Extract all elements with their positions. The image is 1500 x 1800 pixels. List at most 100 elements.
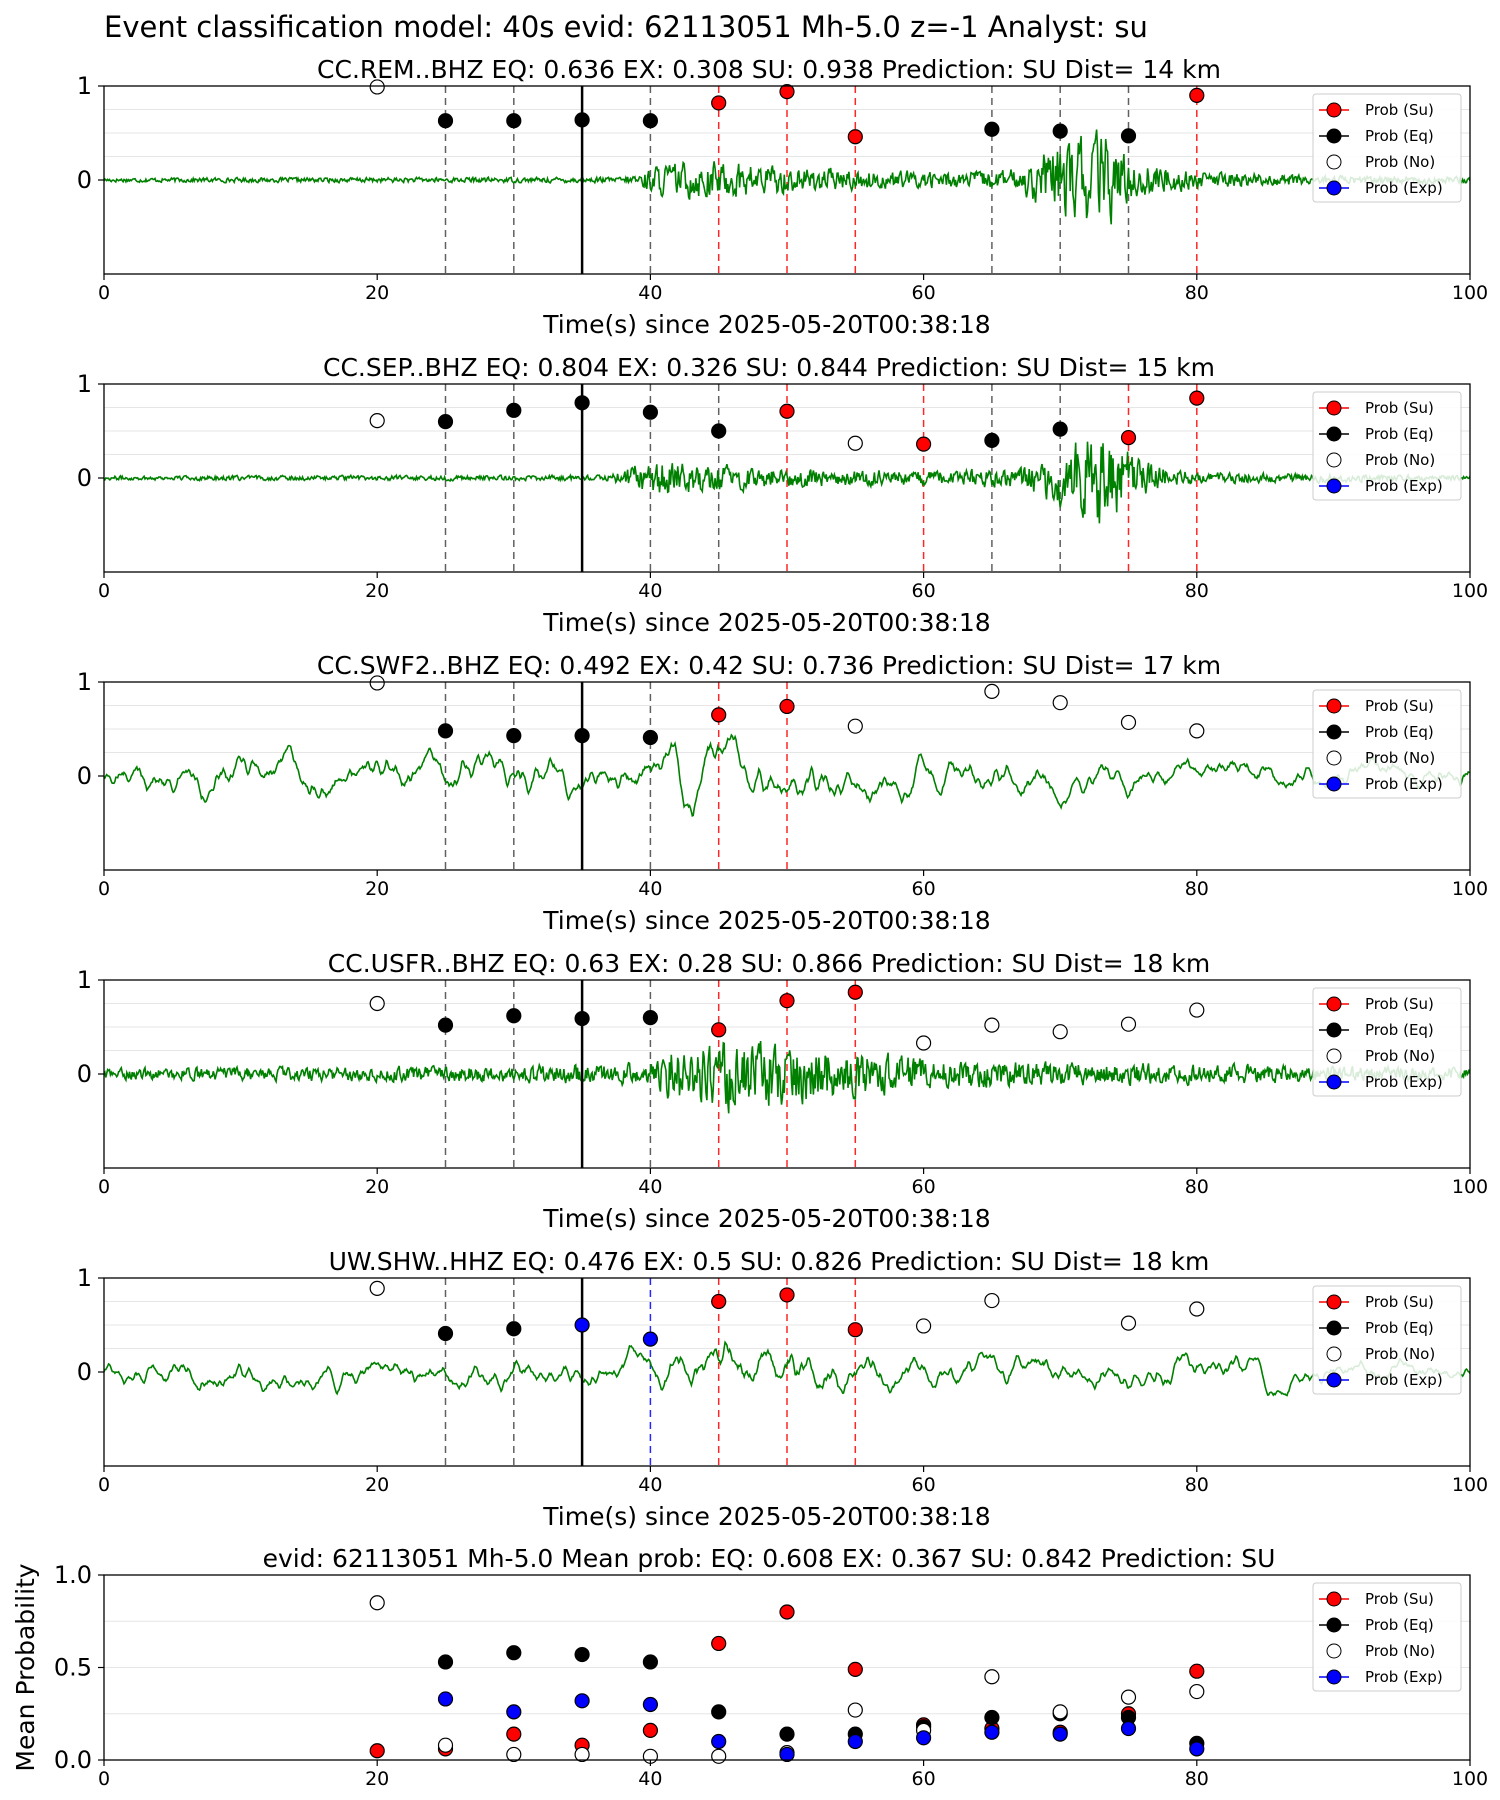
legend-marker xyxy=(1326,102,1342,118)
legend-label: Prob (Su) xyxy=(1365,697,1434,715)
data-point-su xyxy=(642,1722,659,1739)
legend-box xyxy=(1312,391,1462,501)
legend-label: Prob (Su) xyxy=(1365,399,1434,417)
legend-marker xyxy=(1326,478,1342,494)
legend-label: Prob (No) xyxy=(1365,1345,1435,1363)
x-tick-label: 60 xyxy=(912,1768,936,1790)
data-point-eq xyxy=(984,121,1000,137)
y-tick-label: 0 xyxy=(77,1060,92,1088)
x-tick-label: 80 xyxy=(1185,1176,1209,1198)
data-point-eq xyxy=(642,1654,659,1670)
x-tick-label: 100 xyxy=(1452,878,1488,900)
legend-box xyxy=(1312,1285,1462,1395)
chart-panel-2: 0 20 40 60 80 100 0 1 CC.SEP..BHZ EQ: 0.804 EX: … xyxy=(77,353,1488,637)
x-axis-label: Time(s) since 2025-05-20T00:38:18 xyxy=(542,608,990,637)
data-point-no xyxy=(369,1280,385,1296)
data-point-exp xyxy=(642,1696,659,1713)
legend-marker xyxy=(1326,128,1342,144)
panel-title: CC.SEP..BHZ EQ: 0.804 EX: 0.326 SU: 0.84… xyxy=(323,353,1215,382)
x-tick-label: 0 xyxy=(98,282,110,304)
data-point-no xyxy=(369,1595,385,1611)
x-tick-label: 0 xyxy=(98,1768,110,1790)
legend-marker xyxy=(1326,426,1342,442)
data-point-no xyxy=(984,1292,1000,1309)
y-tick-label: 0 xyxy=(77,762,92,790)
chart-panel-4: 0 20 40 60 80 100 0 1 CC.USFR..BHZ EQ: 0.63 EX: … xyxy=(77,949,1488,1233)
data-point-no xyxy=(369,413,385,429)
data-point-su xyxy=(369,1743,385,1759)
data-point-no xyxy=(1189,723,1205,739)
data-point-eq xyxy=(1052,421,1068,437)
legend-label: Prob (Su) xyxy=(1365,1293,1434,1311)
legend-label: Prob (Eq) xyxy=(1365,1616,1434,1634)
legend-marker xyxy=(1326,698,1342,714)
waveform-trace xyxy=(104,441,1470,524)
legend-marker xyxy=(1326,1617,1342,1633)
x-tick-label: 60 xyxy=(912,282,936,304)
panel-title: evid: 62113051 Mh-5.0 Mean prob: EQ: 0.6… xyxy=(263,1544,1276,1573)
data-point-no xyxy=(1189,1683,1205,1700)
legend-label: Prob (No) xyxy=(1365,1642,1435,1660)
y-tick-label: 0.0 xyxy=(54,1746,92,1774)
data-point-eq xyxy=(437,113,454,129)
y-axis-label: Mean Probability xyxy=(11,1563,40,1771)
data-point-exp xyxy=(984,1724,1000,1740)
legend-label: Prob (Exp) xyxy=(1365,1073,1443,1091)
panel-title: UW.SHW..HHZ EQ: 0.476 EX: 0.5 SU: 0.826 … xyxy=(329,1247,1210,1276)
x-tick-label: 0 xyxy=(98,1474,110,1496)
legend-label: Prob (Eq) xyxy=(1365,425,1434,443)
legend-label: Prob (Su) xyxy=(1365,1590,1434,1608)
legend-box xyxy=(1312,1582,1462,1692)
data-point-no xyxy=(437,1737,454,1753)
y-tick-label: 1 xyxy=(77,1264,92,1292)
data-point-exp xyxy=(574,1317,590,1333)
chart-panel-6: 0 20 40 60 80 100 0.0 0.5 1.0 evid: 62113051 Mh-5… xyxy=(11,1544,1488,1790)
legend-box xyxy=(1312,689,1462,799)
x-tick-label: 60 xyxy=(912,1176,936,1198)
data-point-eq xyxy=(1052,123,1068,139)
data-point-eq xyxy=(1120,128,1137,144)
legend-label: Prob (Su) xyxy=(1365,995,1434,1013)
x-tick-label: 40 xyxy=(638,1474,662,1496)
x-tick-label: 40 xyxy=(638,878,662,900)
data-point-eq xyxy=(437,1017,454,1033)
data-point-no xyxy=(847,718,863,734)
data-point-su xyxy=(1189,390,1205,406)
data-point-su xyxy=(779,1287,795,1303)
data-point-eq xyxy=(506,402,522,418)
x-tick-label: 40 xyxy=(638,1768,662,1790)
x-tick-label: 80 xyxy=(1185,1768,1209,1790)
data-point-exp xyxy=(1120,1720,1137,1737)
x-tick-label: 0 xyxy=(98,1176,110,1198)
y-tick-label: 0 xyxy=(77,166,92,194)
data-point-no xyxy=(1120,1689,1137,1705)
data-point-su xyxy=(711,707,727,723)
data-point-no xyxy=(1052,1704,1068,1720)
data-point-su xyxy=(847,1322,863,1338)
legend-marker xyxy=(1326,1591,1342,1607)
data-point-su xyxy=(1120,429,1137,446)
legend-marker xyxy=(1326,400,1342,416)
figure-title: Event classification model: 40s evid: 62… xyxy=(104,10,1148,44)
data-point-eq xyxy=(574,395,590,411)
data-point-eq xyxy=(642,404,659,420)
data-point-su xyxy=(779,698,795,715)
legend-marker xyxy=(1326,1022,1342,1038)
legend-label: Prob (Su) xyxy=(1365,101,1434,119)
data-point-eq xyxy=(711,1704,727,1720)
panel-title: CC.REM..BHZ EQ: 0.636 EX: 0.308 SU: 0.93… xyxy=(317,55,1221,84)
x-tick-label: 40 xyxy=(638,1176,662,1198)
legend-marker xyxy=(1326,1669,1342,1685)
chart-panel-3: 0 20 40 60 80 100 0 1 CC.SWF2..BHZ EQ: 0.492 EX:… xyxy=(77,651,1488,935)
data-point-su xyxy=(779,403,795,419)
data-point-eq xyxy=(642,729,659,746)
data-point-exp xyxy=(915,1730,932,1746)
data-point-eq xyxy=(506,1321,522,1337)
data-point-no xyxy=(506,1746,522,1763)
y-tick-label: 1 xyxy=(77,668,92,696)
x-axis-label: Time(s) since 2025-05-20T00:38:18 xyxy=(542,1502,990,1531)
legend-marker xyxy=(1326,1294,1342,1310)
x-tick-label: 0 xyxy=(98,878,110,900)
x-tick-label: 100 xyxy=(1452,1768,1488,1790)
x-axis-label: Time(s) since 2025-05-20T00:38:18 xyxy=(542,310,990,339)
